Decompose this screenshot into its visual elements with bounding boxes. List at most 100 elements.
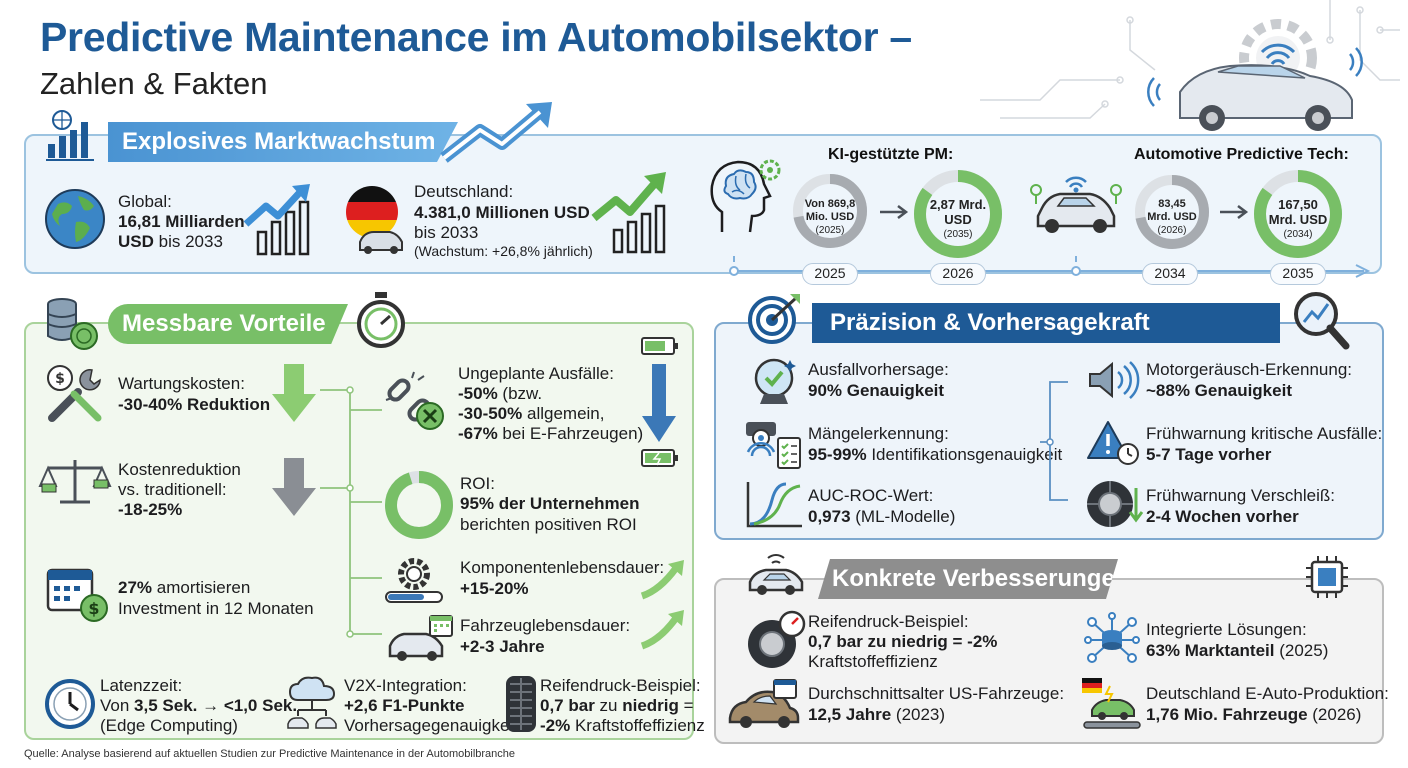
roi-label: ROI:	[460, 474, 495, 493]
precision-panel	[714, 322, 1384, 540]
page-subtitle: Zahlen & Fakten	[40, 66, 268, 101]
speaker-icon	[1089, 361, 1140, 399]
trend-up-green-icon	[640, 560, 684, 600]
circuit-decoration-icon	[980, 0, 1400, 131]
reifen-i-desc: Kraftstoffeffizienz	[808, 652, 938, 671]
ai-brain-icon	[710, 159, 781, 233]
arrow-right-icon	[1220, 205, 1249, 219]
wartung-label: Wartungskosten:	[118, 374, 245, 393]
amort-line1: 27% amortisieren	[118, 578, 251, 597]
de-growth: (Wachstum: +26,8% jährlich)	[414, 243, 593, 259]
benefits-banner: Messbare Vorteile	[108, 304, 348, 344]
target-icon	[748, 294, 800, 344]
cloud-network-icon	[287, 676, 337, 729]
roi-desc: berichten positiven ROI	[460, 515, 637, 534]
ausfallvorhersage-value: 90% Genauigkeit	[808, 381, 945, 400]
kosten-label: Kostenreduktion	[118, 460, 241, 479]
auto-to-ring	[1254, 170, 1342, 258]
alter-value: 12,5 Jahre (2023)	[808, 705, 946, 724]
reifen-b-label: Reifendruck-Beispiel:	[540, 676, 701, 695]
balance-scale-icon	[38, 460, 112, 504]
komp-label: Komponentenlebensdauer:	[460, 558, 665, 577]
ki-to-label: 2,87 Mrd. USD (2035)	[929, 197, 987, 240]
amort-line2: Investment in 12 Monaten	[118, 599, 314, 618]
timeline-year: 2035	[1270, 263, 1326, 285]
global-label: Global:	[118, 192, 172, 211]
page-title: Predictive Maintenance im Automobilsekto…	[40, 14, 912, 60]
reifen-b-value: 0,7 bar zu niedrig =	[540, 696, 694, 715]
wrench-dollar-icon: $	[47, 365, 102, 422]
global-value: 16,81 Milliarden	[118, 212, 245, 231]
arrow-right-icon	[880, 205, 909, 219]
improvements-panel	[714, 578, 1384, 744]
ausfallvorhersage-label: Ausfallvorhersage:	[808, 360, 949, 379]
latenz-label: Latenzzeit:	[100, 676, 183, 695]
global-year: USD bis 2033	[118, 232, 223, 251]
ausfall-line2: -50% (bzw.	[458, 384, 543, 403]
verschleiss-value: 2-4 Wochen vorher	[1146, 507, 1299, 526]
gear-progress-icon	[385, 558, 443, 603]
de-value: 4.381,0 Millionen USD	[414, 203, 590, 222]
battery-down-icon	[641, 337, 678, 467]
bar-growth-icon	[243, 184, 310, 256]
clock-icon	[45, 679, 95, 729]
de-eauto-value: 1,76 Mio. Fahrzeuge (2026)	[1146, 705, 1362, 724]
v2x-desc: Vorhersagegenauigkeit	[344, 716, 518, 735]
reifen-i-value: 0,7 bar zu niedrig = -2%	[808, 632, 998, 651]
reifen-b-desc: -2% Kraftstoffeffizienz	[540, 716, 705, 735]
bar-growth-green-icon	[591, 172, 666, 254]
bracket-connector	[1040, 381, 1068, 501]
coin-stack-icon	[47, 298, 98, 350]
svg-text:$: $	[55, 371, 65, 387]
fruehwarnung-label: Frühwarnung kritische Ausfälle:	[1146, 424, 1383, 443]
fzg-label: Fahrzeuglebensdauer:	[460, 616, 631, 635]
roc-curve-icon	[746, 482, 802, 528]
auc-label: AUC-ROC-Wert:	[808, 486, 934, 505]
ki-to-ring	[914, 170, 1002, 258]
ki-from-label: Von 869,8 Mio. USD (2025)	[804, 198, 856, 236]
de-label: Deutschland:	[414, 182, 514, 201]
auc-value: 0,973 (ML-Modelle)	[808, 507, 956, 526]
auto-to-label: 167,50 Mrd. USD (2034)	[1268, 197, 1328, 240]
ausfall-label: Ungeplante Ausfälle:	[458, 364, 614, 383]
roi-donut	[385, 471, 453, 539]
crystal-ball-icon	[754, 358, 796, 404]
fruehwarnung-value: 5-7 Tage vorher	[1146, 445, 1272, 464]
germany-flag-icon	[346, 186, 403, 254]
arrow-down-green-icon	[272, 364, 316, 422]
v2x-value: +2,6 F1-Punkte	[344, 696, 465, 715]
improvements-banner: Konkrete Verbesserungen	[818, 559, 1118, 599]
roi-value: 95% der Unternehmen	[460, 494, 640, 513]
ausfall-line4: -67% bei E-Fahrzeugen)	[458, 424, 644, 443]
tire-icon	[506, 676, 536, 732]
chip-icon	[1306, 556, 1348, 598]
maengel-label: Mängelerkennung:	[808, 424, 949, 443]
motor-label: Motorgeräusch-Erkennung:	[1146, 360, 1353, 379]
svg-text:$: $	[88, 599, 99, 618]
de-year: bis 2033	[414, 223, 479, 242]
de-eauto-label: Deutschland E-Auto-Produktion:	[1146, 684, 1389, 703]
source-note: Quelle: Analyse basierend auf aktuellen …	[24, 748, 516, 760]
trend-up-green-icon	[640, 610, 684, 650]
market-banner: Explosives Marktwachstum	[108, 122, 458, 162]
komp-value: +15-20%	[460, 579, 529, 598]
magnifier-chart-icon	[1294, 292, 1350, 350]
globe-icon	[45, 189, 105, 249]
reifen-i-label: Reifendruck-Beispiel:	[808, 612, 969, 631]
kosten-value: -18-25%	[118, 500, 183, 519]
maengel-value: 95-99% Identifikationsgenauigkeit	[808, 445, 1063, 464]
v2x-label: V2X-Integration:	[344, 676, 467, 695]
camera-clipboard-icon	[746, 422, 801, 469]
tire-gauge-icon	[748, 610, 806, 668]
precision-banner: Präzision & Vorhersagekraft	[812, 303, 1280, 343]
calendar-dollar-icon: $	[46, 568, 108, 622]
verschleiss-label: Frühwarnung Verschleiß:	[1146, 486, 1335, 505]
growth-chart-icon	[46, 110, 94, 161]
car-calendar-icon	[388, 615, 453, 661]
network-hub-icon	[1084, 612, 1140, 663]
connector-lines	[320, 386, 382, 638]
timeline-year: 2025	[802, 263, 858, 285]
ki-heading: KI-gestützte PM:	[828, 146, 954, 163]
kosten-label-2: vs. traditionell:	[118, 480, 227, 499]
tire-wear-icon	[1087, 481, 1144, 527]
